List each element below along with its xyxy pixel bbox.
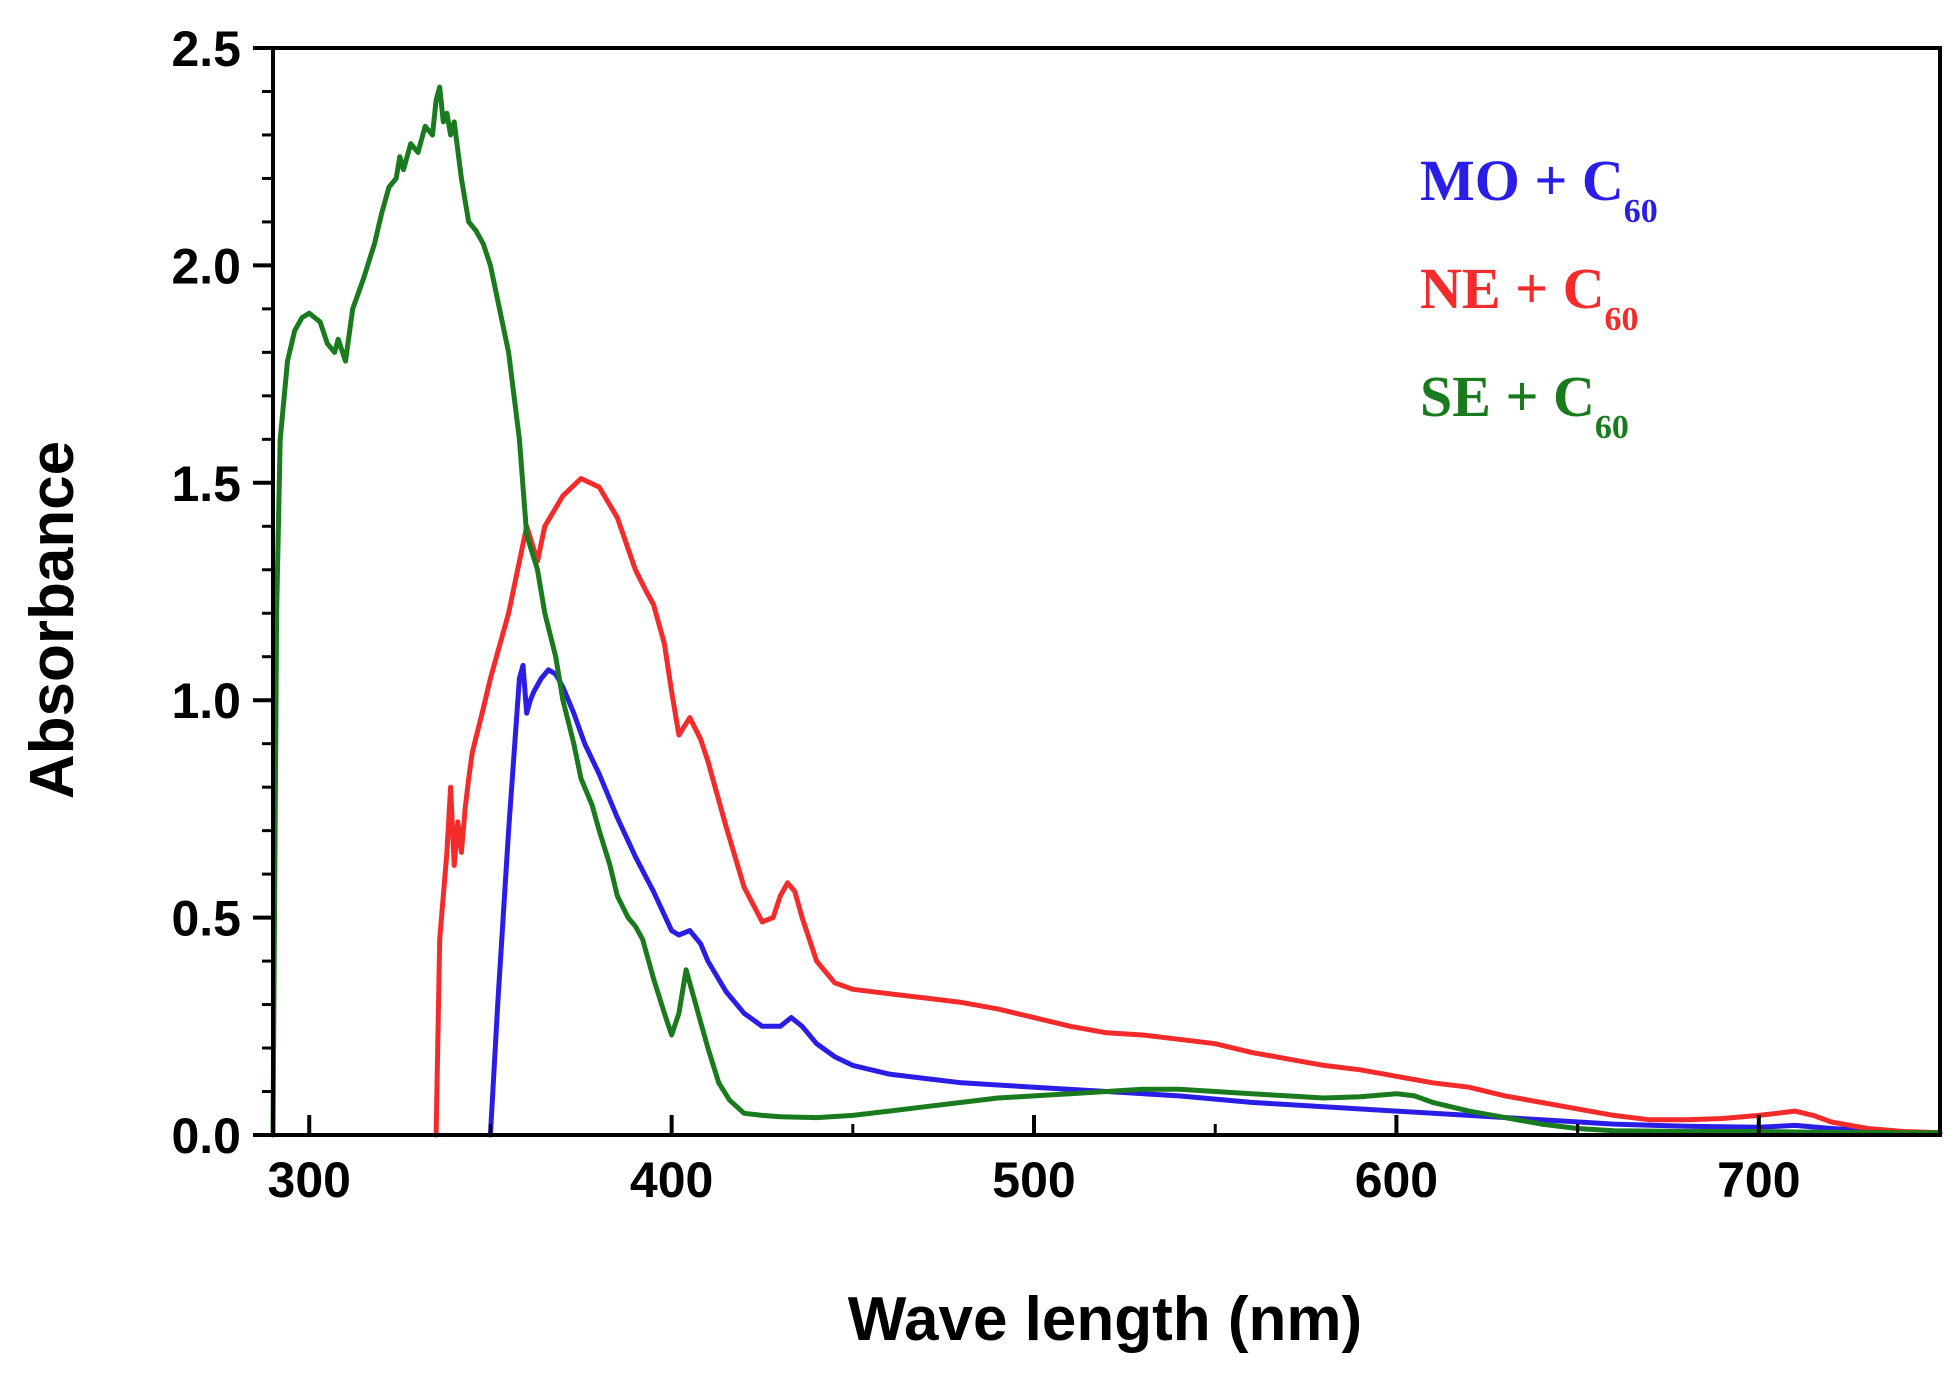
y-tick-label: 0.5 [171,891,241,947]
y-tick-label: 1.0 [171,673,241,729]
y-tick-label: 2.0 [171,238,241,294]
x-tick-label: 400 [630,1152,713,1208]
y-tick-label: 2.5 [171,21,241,77]
plot-frame [271,46,1942,1137]
plot-lines [270,84,1943,1138]
y-axis-title: Absorbance [18,441,87,799]
tick-labels: 300 400 500 600 700 0.0 0.5 1.0 1.5 2.0 2.5 [171,21,1800,1208]
legend: MO + C60 NE + C60 SE + C60 [1420,148,1658,446]
series-line-1 [487,662,1943,1138]
legend-entry-3: SE + C60 [1420,364,1629,446]
y-tick-label: 1.5 [171,456,241,512]
x-axis-title: Wave length (nm) [848,1285,1362,1354]
series-line-3 [270,84,1943,1138]
legend-entry-2: NE + C60 [1420,256,1639,338]
legend-entry-1: MO + C60 [1420,148,1658,230]
x-tick-label: 500 [992,1152,1075,1208]
series-line-2 [433,476,1943,1138]
axes [271,46,1942,1137]
x-tick-label: 600 [1355,1152,1438,1208]
ticks [253,46,1761,1137]
x-tick-label: 300 [268,1152,351,1208]
y-tick-label: 0.0 [171,1108,241,1164]
x-tick-label: 700 [1717,1152,1800,1208]
